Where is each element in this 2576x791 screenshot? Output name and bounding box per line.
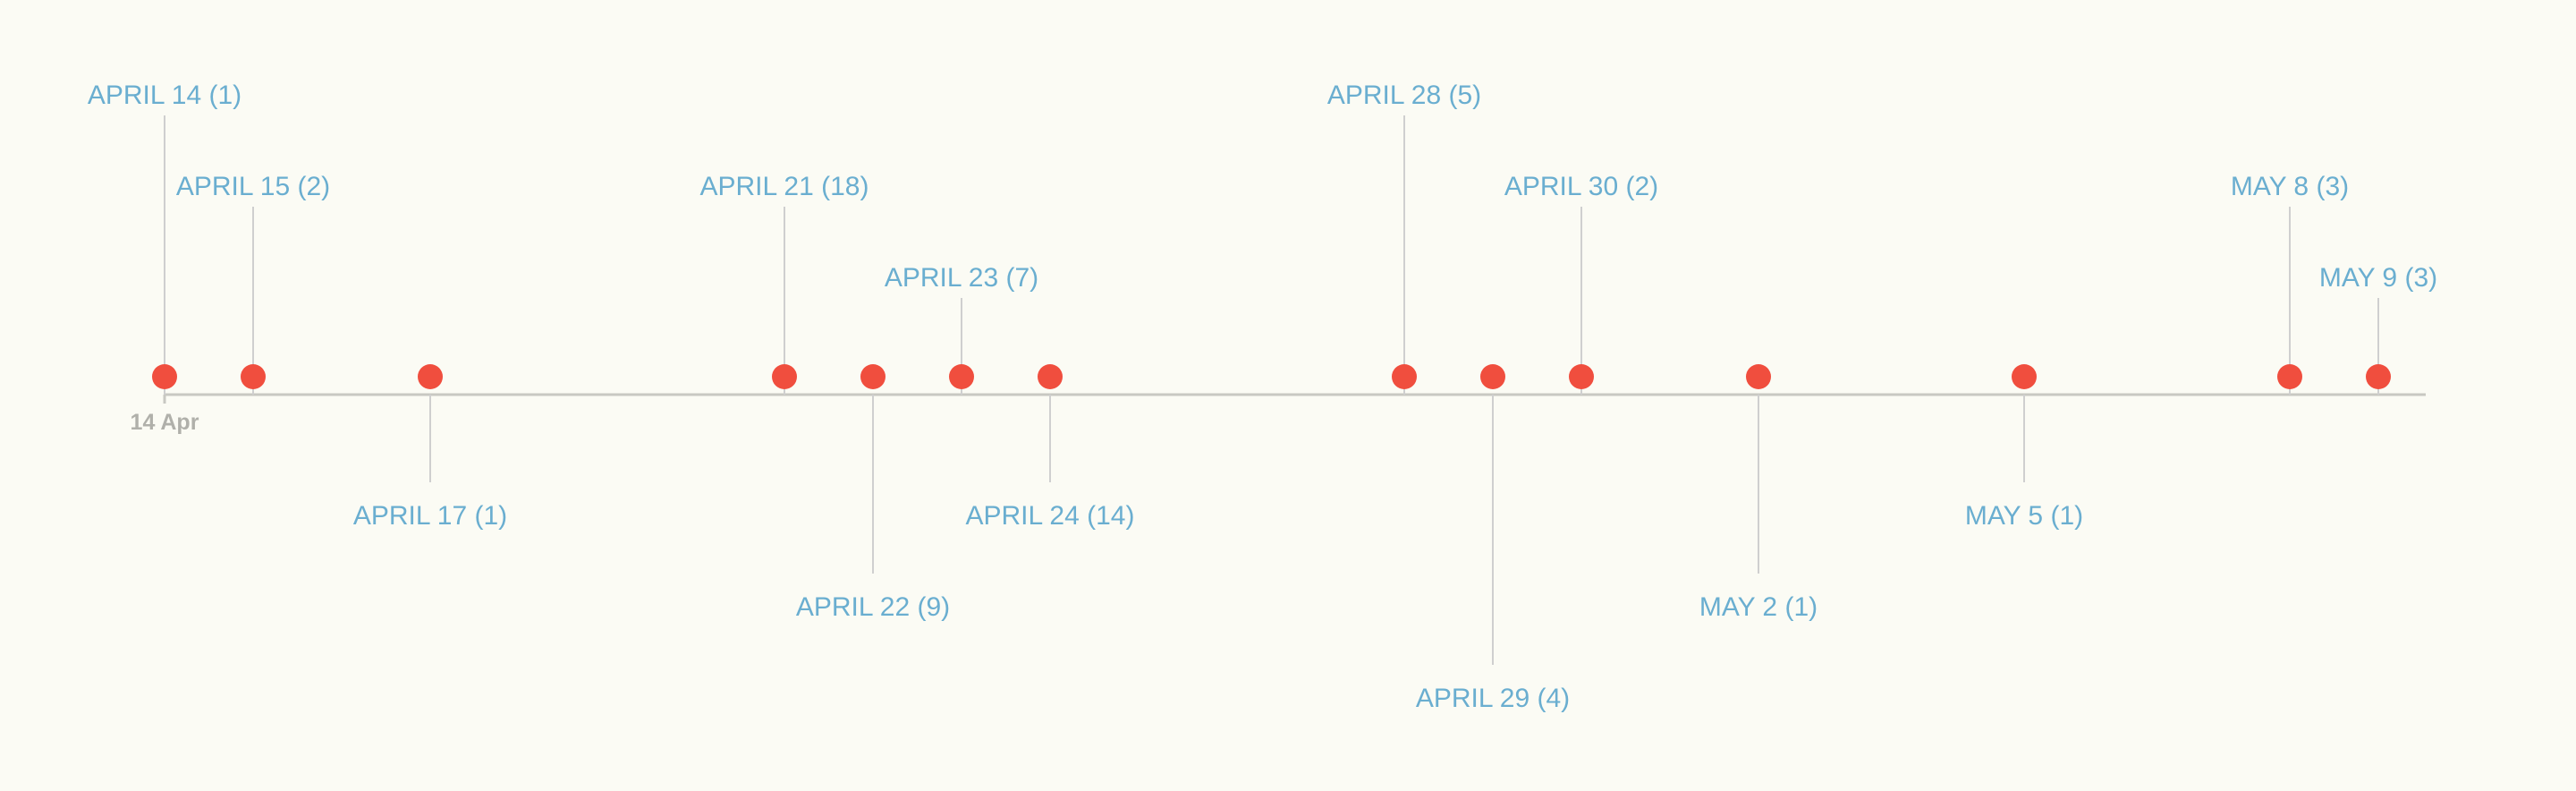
event-label: APRIL 28 (5) xyxy=(1327,81,1481,110)
event-label: APRIL 23 (7) xyxy=(885,263,1038,293)
timeline-event[interactable]: APRIL 24 (14) xyxy=(966,364,1135,531)
event-label: MAY 2 (1) xyxy=(1699,592,1818,622)
timeline-event[interactable]: APRIL 15 (2) xyxy=(176,172,330,395)
event-label: MAY 8 (3) xyxy=(2231,172,2349,201)
event-marker[interactable] xyxy=(418,364,443,389)
axis-start-label: 14 Apr xyxy=(131,410,199,435)
timeline-event[interactable]: APRIL 23 (7) xyxy=(885,263,1038,395)
event-marker[interactable] xyxy=(860,364,886,389)
timeline-event[interactable]: APRIL 22 (9) xyxy=(796,364,950,622)
timeline-event[interactable]: APRIL 30 (2) xyxy=(1504,172,1658,395)
event-marker[interactable] xyxy=(152,364,177,389)
event-marker[interactable] xyxy=(241,364,266,389)
timeline-event[interactable]: APRIL 14 (1) xyxy=(88,81,242,395)
event-marker[interactable] xyxy=(1480,364,1505,389)
event-label: APRIL 15 (2) xyxy=(176,172,330,201)
timeline-event[interactable]: APRIL 28 (5) xyxy=(1327,81,1481,395)
event-label: APRIL 14 (1) xyxy=(88,81,242,110)
event-marker[interactable] xyxy=(949,364,974,389)
event-marker[interactable] xyxy=(772,364,797,389)
event-marker[interactable] xyxy=(1746,364,1771,389)
timeline-event[interactable]: MAY 5 (1) xyxy=(1965,364,2083,531)
event-label: APRIL 21 (18) xyxy=(700,172,869,201)
timeline-event[interactable]: APRIL 17 (1) xyxy=(353,364,507,531)
event-marker[interactable] xyxy=(1569,364,1594,389)
event-marker[interactable] xyxy=(1392,364,1417,389)
event-label: APRIL 22 (9) xyxy=(796,592,950,622)
event-marker[interactable] xyxy=(1038,364,1063,389)
timeline-event[interactable]: APRIL 29 (4) xyxy=(1416,364,1570,713)
event-label: APRIL 29 (4) xyxy=(1416,684,1570,713)
event-label: APRIL 24 (14) xyxy=(966,501,1135,531)
timeline-event[interactable]: MAY 2 (1) xyxy=(1699,364,1818,622)
event-marker[interactable] xyxy=(2012,364,2037,389)
event-label: MAY 9 (3) xyxy=(2319,263,2437,293)
timeline-events: APRIL 14 (1) APRIL 15 (2) APRIL 17 (1) APRI… xyxy=(88,81,2437,713)
timeline-event[interactable]: MAY 9 (3) xyxy=(2319,263,2437,395)
event-marker[interactable] xyxy=(2366,364,2391,389)
event-marker[interactable] xyxy=(2277,364,2302,389)
event-label: MAY 5 (1) xyxy=(1965,501,2083,531)
event-label: APRIL 30 (2) xyxy=(1504,172,1658,201)
timeline-event[interactable]: APRIL 21 (18) xyxy=(700,172,869,395)
event-label: APRIL 17 (1) xyxy=(353,501,507,531)
timeline-event[interactable]: MAY 8 (3) xyxy=(2231,172,2349,395)
